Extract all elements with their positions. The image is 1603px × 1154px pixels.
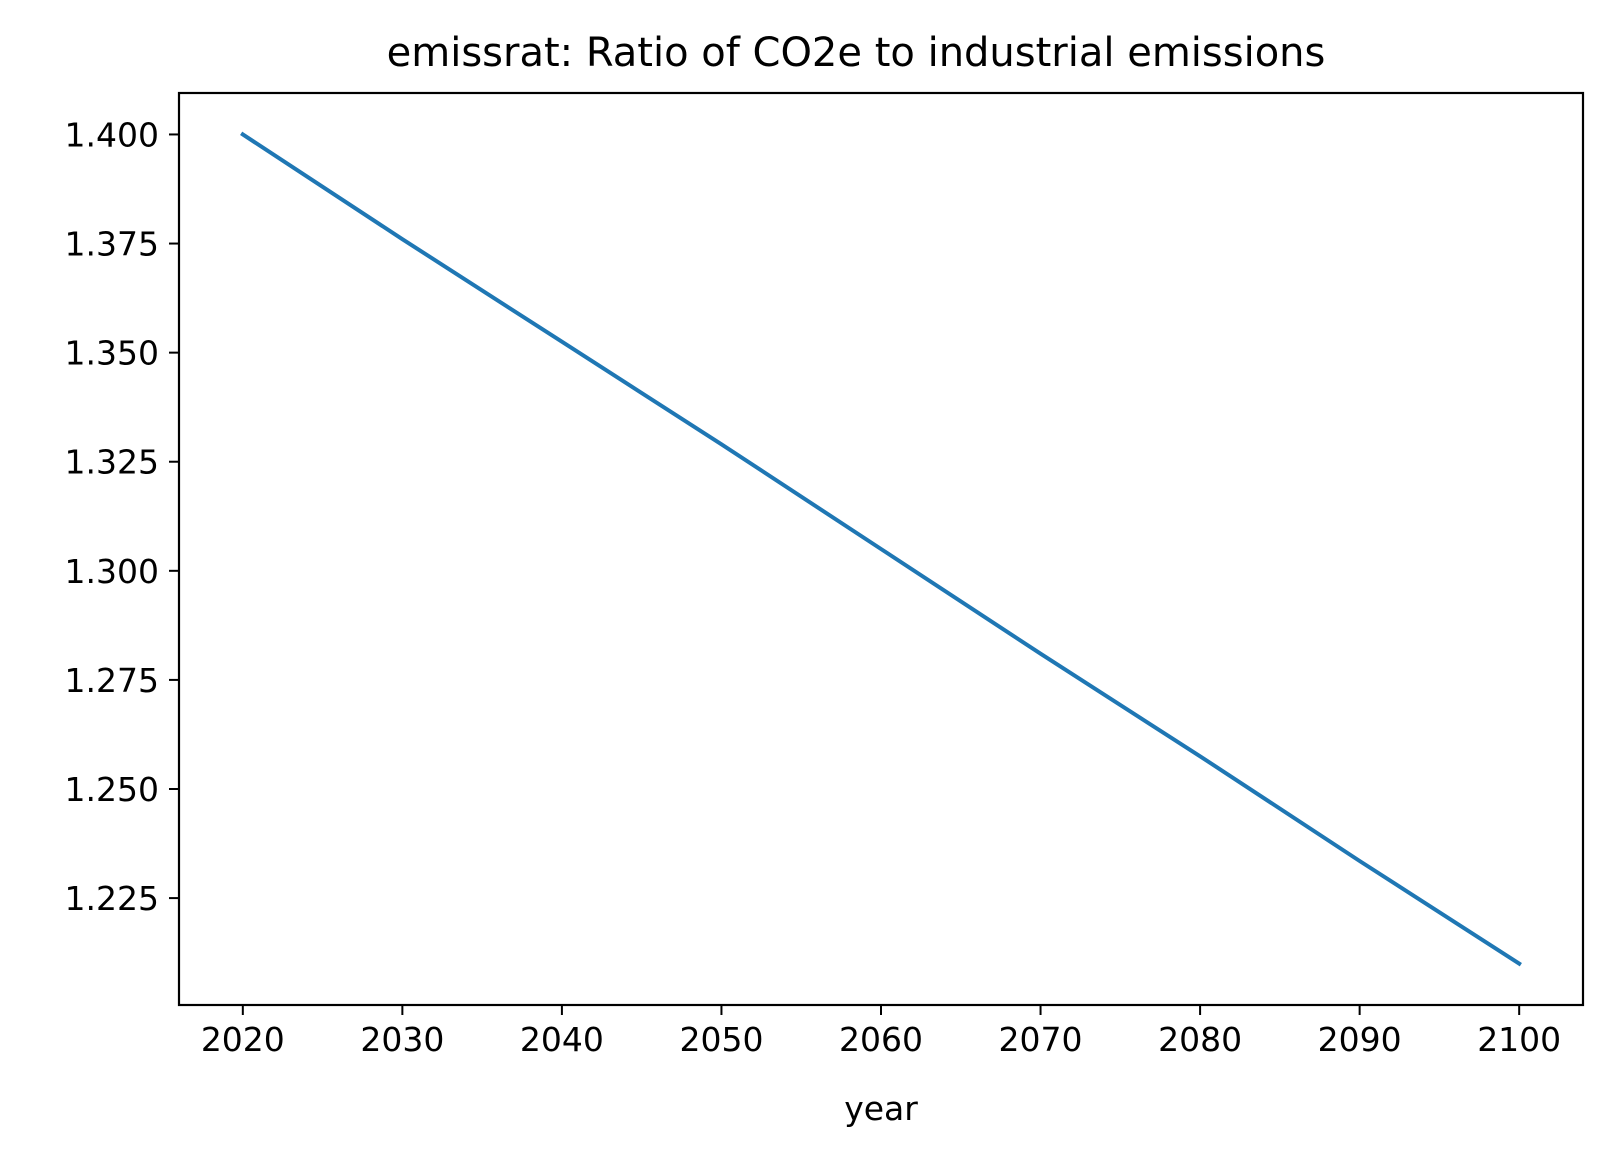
x-tick-label: 2070: [999, 1020, 1083, 1059]
x-tick-label: 2040: [520, 1020, 604, 1059]
x-tick-label: 2100: [1477, 1020, 1561, 1059]
series-layer: [240, 131, 1522, 967]
y-tick-label: 1.325: [65, 443, 159, 482]
y-tick-label: 1.300: [65, 552, 159, 591]
series-line: [240, 131, 1522, 967]
y-tick-label: 1.400: [65, 115, 159, 154]
x-tick-label: 2020: [201, 1020, 285, 1059]
x-axis-ticks: 2020 2030 2040 2050 2060 2070 2080 2090 2100: [201, 1005, 1561, 1059]
x-tick-label: 2080: [1158, 1020, 1242, 1059]
x-tick-label: 2090: [1318, 1020, 1402, 1059]
y-tick-label: 1.375: [65, 225, 159, 264]
x-tick-label: 2030: [360, 1020, 444, 1059]
y-axis-ticks: 1.225 1.250 1.275 1.300 1.325 1.350 1.375 1.400: [65, 115, 179, 918]
x-tick-label: 2060: [839, 1020, 923, 1059]
x-tick-label: 2050: [679, 1020, 763, 1059]
y-tick-label: 1.225: [65, 879, 159, 918]
y-tick-label: 1.350: [65, 334, 159, 373]
chart-title: emissrat: Ratio of CO2e to industrial em…: [387, 30, 1326, 76]
y-tick-label: 1.275: [65, 661, 159, 700]
y-tick-label: 1.250: [65, 770, 159, 809]
x-axis-label: year: [844, 1089, 918, 1128]
plot-area-frame: [177, 91, 1585, 1007]
